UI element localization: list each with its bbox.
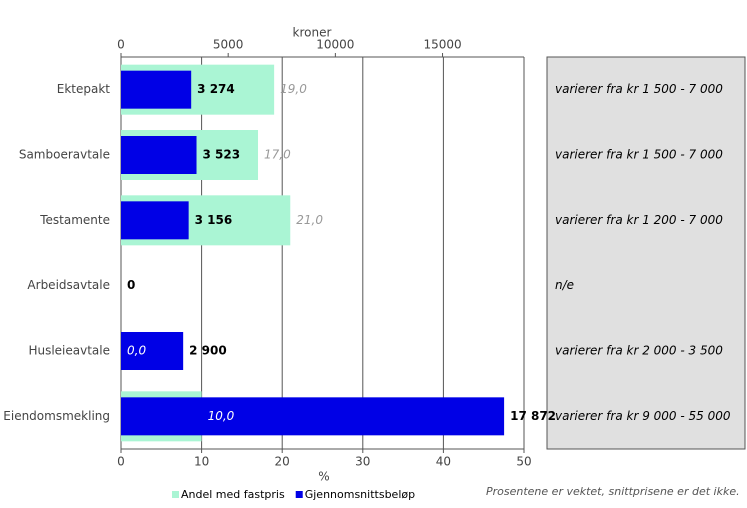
note: n/e	[555, 278, 574, 292]
x2-tick-label: 10000	[316, 38, 354, 52]
value-label: 10,0	[208, 409, 235, 423]
note: varierer fra kr 2 000 - 3 500	[555, 344, 723, 358]
note: varierer fra kr 1 200 - 7 000	[555, 213, 723, 227]
x-axis-label: %	[318, 470, 329, 484]
legend-label: Gjennomsnittsbeløp	[305, 488, 415, 501]
y-tick-label: Husleieavtale	[28, 344, 110, 358]
legend-swatch	[172, 491, 179, 498]
note: varierer fra kr 1 500 - 7 000	[555, 82, 723, 96]
value-label: 0,0	[127, 344, 146, 358]
note: varierer fra kr 9 000 - 55 000	[555, 409, 731, 423]
y-tick-label: Arbeidsavtale	[27, 278, 110, 292]
x2-tick-label: 0	[117, 38, 125, 52]
value-label: 3 523	[203, 148, 241, 162]
footnote: Prosentene er vektet, snittprisene er de…	[486, 485, 740, 498]
bar	[121, 201, 189, 240]
bar	[121, 332, 184, 370]
value-label: 3 274	[197, 82, 235, 96]
bar	[121, 397, 505, 436]
y-tick-label: Eiendomsmekling	[3, 409, 110, 423]
note: varierer fra kr 1 500 - 7 000	[555, 148, 723, 162]
x-tick-label: 10	[194, 455, 209, 469]
legend-label: Andel med fastpris	[181, 488, 285, 501]
x-tick-label: 30	[355, 455, 370, 469]
x2-axis-label: kroner	[293, 26, 332, 40]
notes-panel	[546, 56, 746, 450]
y-tick-label: Ektepakt	[57, 82, 111, 96]
value-label: 3 156	[195, 213, 233, 227]
x2-tick-label: 5000	[213, 38, 244, 52]
x-tick-label: 40	[436, 455, 451, 469]
y-tick-label: Samboeravtale	[19, 148, 110, 162]
legend-swatch	[295, 491, 303, 498]
x-tick-label: 0	[117, 455, 125, 469]
x-tick-label: 50	[516, 455, 531, 469]
x-tick-label: 20	[275, 455, 290, 469]
value-label: 17 872	[510, 409, 556, 423]
value-label: 19,0	[280, 82, 307, 96]
bar	[121, 70, 192, 109]
value-label: 17,0	[264, 148, 291, 162]
value-label: 21,0	[296, 213, 323, 227]
value-label: 2 900	[189, 344, 227, 358]
y-tick-label: Testamente	[39, 213, 110, 227]
bar	[121, 136, 197, 174]
x2-tick-label: 15000	[423, 38, 461, 52]
value-label: 0	[127, 278, 135, 292]
